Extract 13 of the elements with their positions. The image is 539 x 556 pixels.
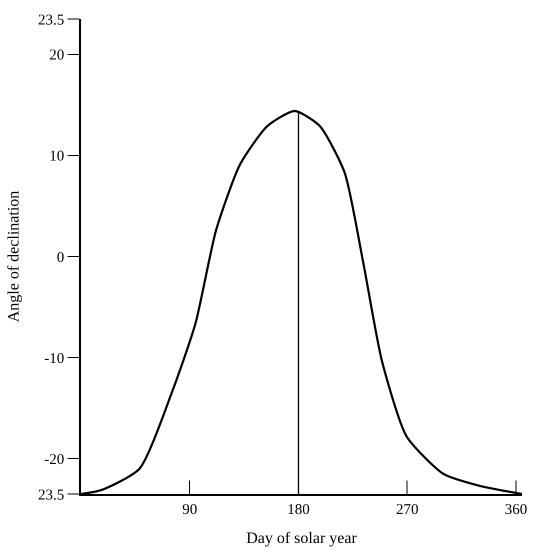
x-tick-label: 90 <box>182 502 198 518</box>
y-tick-label: 23.5 <box>38 12 64 28</box>
y-tick-label: 23.5 <box>38 487 64 504</box>
y-tick-label: 20 <box>49 48 64 64</box>
y-tick-label: 10 <box>49 148 64 165</box>
y-axis-title: Angle of declination <box>5 190 22 322</box>
y-tick-label: -10 <box>44 350 64 367</box>
y-tick-label: -20 <box>44 452 64 468</box>
x-axis-title: Day of solar year <box>246 530 358 547</box>
x-tick-label: 180 <box>287 502 310 518</box>
x-tick-label: 270 <box>396 502 418 518</box>
y-tick-label: 0 <box>56 250 64 266</box>
x-tick-label: 360 <box>504 502 528 518</box>
